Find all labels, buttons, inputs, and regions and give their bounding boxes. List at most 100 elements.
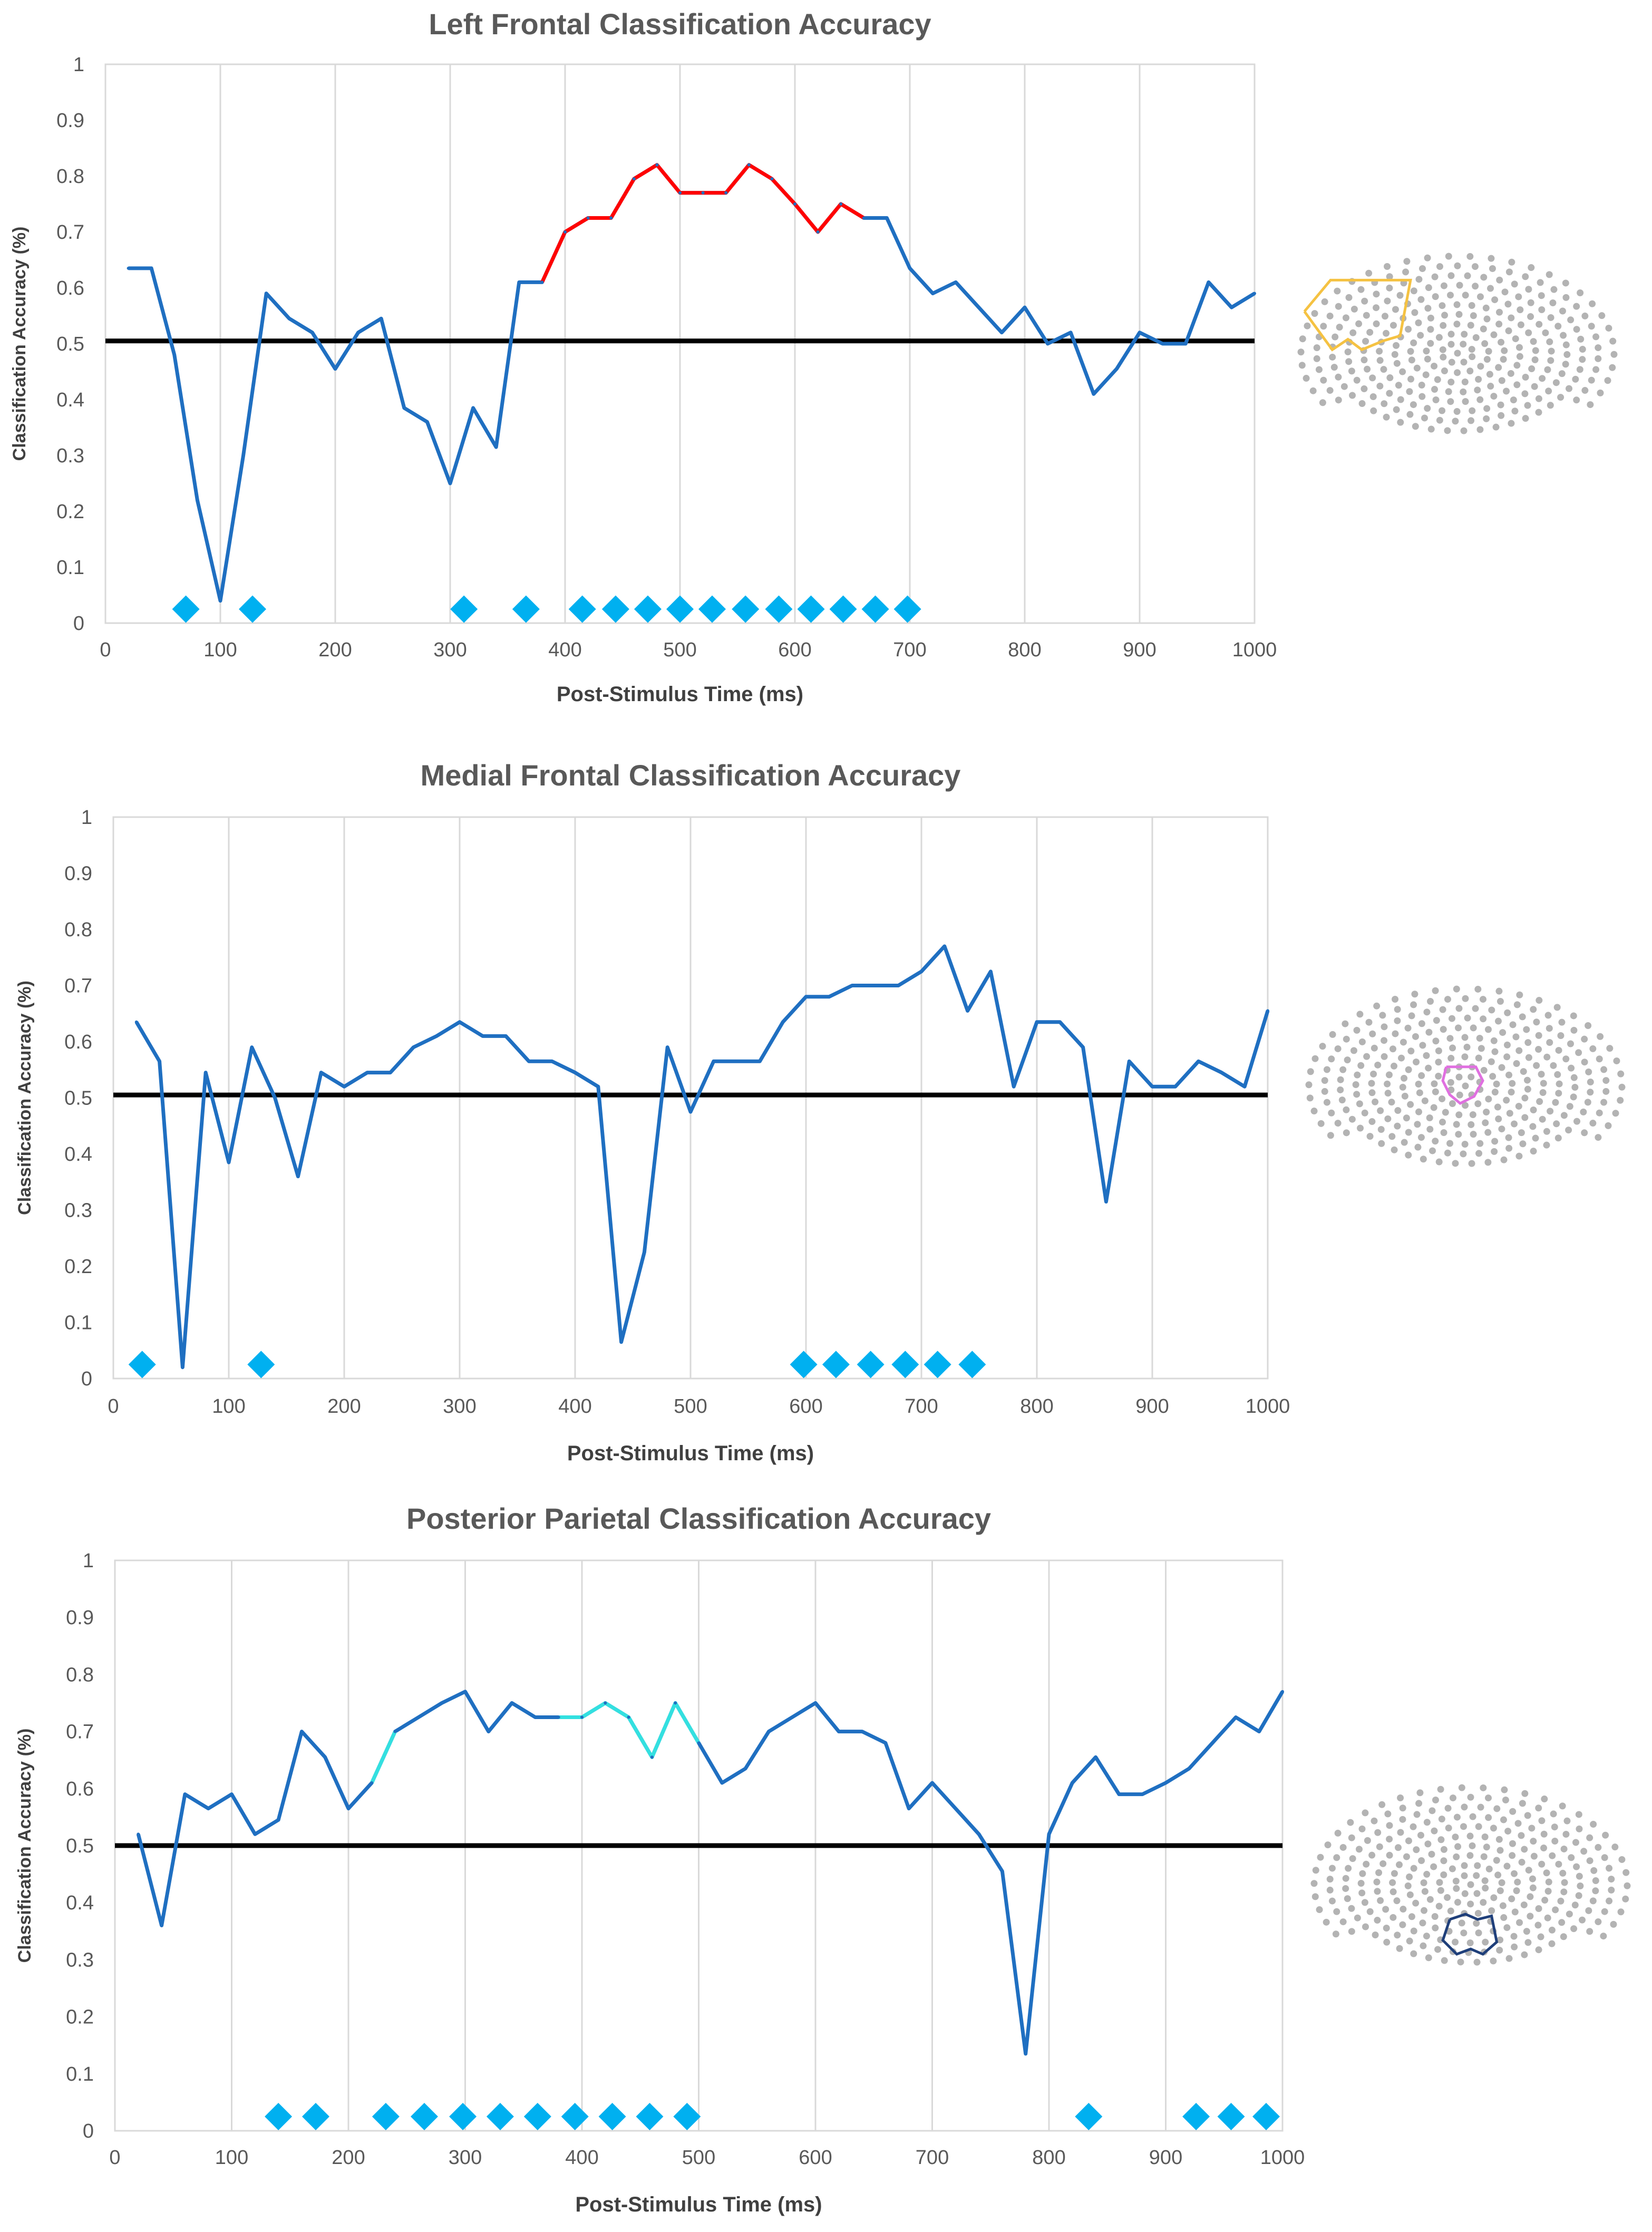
sensor-dot: [1469, 1842, 1476, 1849]
x-tick-label: 700: [916, 2147, 949, 2169]
sensor-dot: [1342, 314, 1349, 322]
sensor-dot: [1374, 1917, 1381, 1924]
sensor-dot: [1307, 1068, 1314, 1075]
sensor-dot: [1448, 1015, 1455, 1022]
sensor-dot: [1374, 1829, 1382, 1836]
data-point: [942, 944, 946, 948]
sensor-dot: [1521, 1114, 1529, 1121]
sensor-dot: [1452, 1938, 1459, 1946]
sensor-dot: [1392, 306, 1399, 313]
data-point: [253, 1832, 257, 1836]
sensor-dot: [1327, 1132, 1334, 1139]
sensor-dot: [1363, 1860, 1370, 1868]
significance-marker: [790, 1351, 818, 1379]
data-point: [632, 177, 636, 181]
sensor-dot: [1415, 1108, 1423, 1115]
sensor-dot: [1439, 1095, 1446, 1102]
sensor-dot: [1514, 1878, 1521, 1886]
sensor-dot: [1530, 338, 1537, 345]
sensor-dot: [1592, 366, 1600, 373]
sensor-dot: [1335, 396, 1342, 404]
sensor-dot: [1587, 1089, 1594, 1096]
sensor-dot: [1538, 1071, 1545, 1078]
sensor-dot: [1516, 991, 1523, 998]
sensor-dot: [1427, 425, 1435, 433]
sensor-dot: [1364, 1837, 1371, 1844]
sensor-dot: [1348, 1834, 1355, 1841]
data-point: [137, 1832, 140, 1836]
data-point: [1138, 331, 1141, 334]
sensor-dot: [1535, 1032, 1542, 1039]
sensor-dot: [1490, 1894, 1498, 1901]
sensor-dot: [1576, 1825, 1583, 1832]
sensor-dot: [1503, 1924, 1511, 1932]
sensor-dot: [1321, 298, 1328, 305]
sensor-dot: [1495, 1115, 1502, 1123]
sensor-dot: [1539, 375, 1546, 382]
sensor-dot: [1330, 364, 1338, 371]
sensor-dot: [1457, 1958, 1464, 1966]
data-point: [471, 406, 475, 410]
sensor-dot: [1396, 1945, 1403, 1952]
sensor-dot: [1503, 1041, 1511, 1049]
sensor-dot: [1383, 329, 1390, 337]
sensor-dot: [1393, 342, 1400, 349]
sensor-dot: [1348, 1115, 1356, 1123]
sensor-dot: [1410, 1823, 1417, 1830]
sensor-dot: [1362, 1923, 1369, 1930]
sensor-dot: [1542, 329, 1549, 336]
sensor-dot: [1374, 1888, 1381, 1895]
sensor-dot: [1326, 1876, 1334, 1883]
data-point: [744, 1767, 747, 1770]
sensor-dot: [1493, 1080, 1500, 1088]
sensor-dot: [1522, 374, 1529, 381]
sensor-dot: [1566, 1910, 1573, 1918]
significance-marker: [958, 1351, 986, 1379]
data-point: [510, 1701, 514, 1705]
data-point: [908, 266, 911, 270]
sensor-dot: [1468, 1121, 1475, 1128]
sensor-dot: [1373, 1002, 1381, 1010]
data-point: [930, 1781, 934, 1784]
data-point: [860, 1730, 864, 1733]
sensor-dot: [1585, 1907, 1592, 1914]
sensor-dot: [1570, 1012, 1577, 1020]
x-tick-label: 200: [332, 2147, 365, 2169]
sensor-dot: [1439, 302, 1446, 309]
sensor-dot: [1500, 1816, 1507, 1823]
sensor-dot: [1562, 279, 1569, 287]
significance-marker: [765, 595, 793, 623]
x-tick-label: 400: [558, 1395, 591, 1418]
sensor-dot: [1385, 1071, 1393, 1079]
sensor-dot: [1560, 332, 1567, 339]
sensor-dot: [1383, 1924, 1390, 1932]
sensor-dot: [1423, 347, 1430, 355]
sensor-dot: [1382, 313, 1389, 320]
sensor-dot: [1379, 1012, 1386, 1019]
sensor-dot: [1461, 1053, 1469, 1061]
sensor-dot: [1384, 263, 1391, 270]
data-point: [343, 1085, 346, 1089]
sensor-dot: [1509, 1808, 1517, 1815]
sensor-dot: [1432, 1924, 1439, 1932]
sensor-dot: [1474, 1862, 1481, 1869]
sensor-dot: [1535, 1804, 1542, 1812]
sensor-dot: [1568, 1064, 1575, 1072]
sensor-dot: [1570, 1925, 1578, 1933]
sensor-dot: [1353, 376, 1361, 384]
sensor-dot: [1515, 1047, 1523, 1054]
sensor-dot: [1495, 987, 1503, 995]
sensor-dot: [1305, 1081, 1313, 1089]
series-line: [136, 1690, 1285, 2056]
sensor-dot: [1445, 1825, 1452, 1832]
data-point: [527, 1060, 531, 1063]
sensor-dot: [1498, 377, 1505, 384]
sensor-dot: [1563, 351, 1571, 358]
sensor-dot: [1598, 312, 1606, 319]
data-point: [296, 1175, 300, 1178]
sensor-dot: [1377, 1897, 1384, 1904]
sensor-dot: [1447, 1054, 1455, 1062]
sensor-dot: [1606, 1865, 1613, 1872]
sensor-dot: [1386, 1851, 1393, 1859]
chart-panel-2: Medial Frontal Classification Accuracy 0 1…: [15, 759, 1626, 1465]
